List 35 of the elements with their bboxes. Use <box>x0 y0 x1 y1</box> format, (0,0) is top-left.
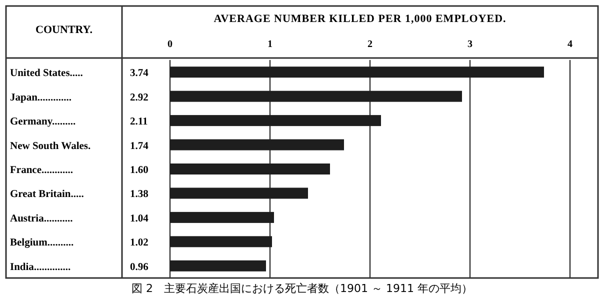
x-tick-label: 4 <box>568 39 572 50</box>
y-tick-label: Germany......... <box>10 116 76 128</box>
caption: 図 2 主要石炭産出国における死亡者数（1901 ～ 1911 年の平均） <box>132 282 472 295</box>
y-tick-label: Austria........... <box>10 213 74 224</box>
y-tick-label: France............ <box>10 165 74 176</box>
bar <box>170 212 274 223</box>
x-tick-label: 3 <box>468 39 472 50</box>
bar <box>170 115 381 126</box>
data-label: 2.11 <box>130 116 148 128</box>
x-axis-title: AVERAGE NUMBER KILLED PER 1,000 EMPLOYED. <box>214 13 506 25</box>
bar <box>170 164 330 174</box>
x-tick-label: 2 <box>368 39 372 50</box>
bar <box>170 90 462 102</box>
bar <box>170 236 272 248</box>
data-label: 1.60 <box>130 165 148 176</box>
data-label: 3.74 <box>130 68 150 80</box>
x-tick-label: 1 <box>268 39 272 50</box>
bar <box>170 139 344 150</box>
y-tick-label: India.............. <box>10 262 72 273</box>
y-tick-label: Japan............. <box>10 92 72 104</box>
y-tick-label: New South Wales. <box>10 140 91 152</box>
data-label: 0.96 <box>130 262 148 273</box>
data-label: 2.92 <box>130 92 148 104</box>
y-tick-label: Belgium.......... <box>10 238 74 249</box>
data-label: 1.02 <box>130 238 148 249</box>
bar <box>170 66 544 78</box>
bar <box>170 260 266 272</box>
y-tick-label: Great Britain..... <box>10 189 84 200</box>
data-label: 1.04 <box>130 213 150 224</box>
bar <box>170 188 308 199</box>
data-label: 1.74 <box>130 140 150 152</box>
y-tick-label: United States..... <box>10 68 84 80</box>
data-label: 1.38 <box>130 189 148 200</box>
x-tick-label: 0 <box>168 39 172 50</box>
y-axis-title: COUNTRY. <box>36 24 93 36</box>
